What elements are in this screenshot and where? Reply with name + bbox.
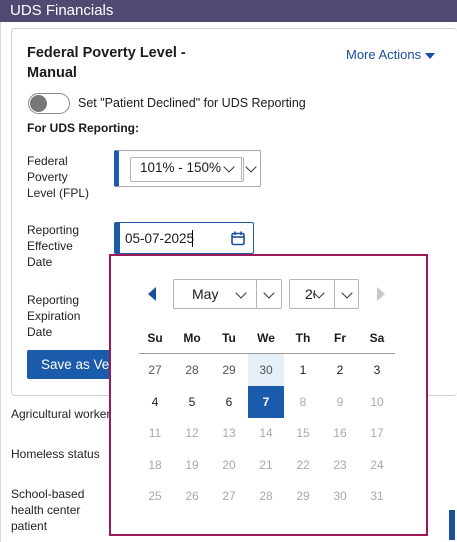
calendar-day: 10	[370, 394, 384, 409]
fpl-label-line: Level (FPL)	[27, 186, 90, 200]
patient-declined-label: Set "Patient Declined" for UDS Reporting	[78, 96, 306, 110]
effective-label-line: Effective	[27, 239, 73, 253]
calendar-day: 21	[259, 457, 273, 472]
calendar-day[interactable]: 28	[185, 363, 199, 377]
fpl-select-inner	[130, 157, 244, 182]
weekday-label: Sa	[369, 331, 385, 345]
effective-label-line: Date	[27, 255, 53, 269]
weekday-divider	[139, 353, 395, 354]
year-value: 2025	[305, 286, 315, 302]
calendar-day: 17	[370, 426, 384, 440]
calendar-day: 18	[148, 457, 162, 472]
expiration-label-line: Reporting	[27, 293, 80, 307]
chevron-down-icon	[341, 287, 353, 299]
calendar-icon[interactable]	[231, 231, 245, 246]
calendar-day: 31	[370, 489, 384, 503]
text-cursor	[192, 230, 193, 247]
calendar-day[interactable]: 4	[151, 394, 159, 409]
calendar-day: 11	[148, 426, 162, 440]
school-label-line: School-based	[11, 487, 85, 501]
school-label-line: health center	[11, 503, 81, 517]
calendar-day[interactable]: 30	[248, 354, 284, 386]
next-month-icon[interactable]	[377, 287, 385, 301]
effective-date-value: 05-07-2025	[125, 231, 195, 246]
calendar-day: 15	[296, 426, 310, 440]
effective-date-input[interactable]: 05-07-2025	[114, 222, 254, 254]
right-edge-accent	[449, 510, 455, 540]
left-divider	[0, 22, 1, 542]
calendar-day[interactable]: 29	[222, 363, 236, 377]
calendar-day[interactable]: 3	[373, 363, 381, 377]
selected-day[interactable]: 7	[248, 385, 284, 418]
calendar-day[interactable]: 6	[225, 394, 233, 409]
year-select-divider	[334, 280, 335, 308]
calendar-day: 29	[296, 489, 310, 503]
chevron-down-icon	[235, 287, 247, 299]
calendar-day: 12	[185, 426, 199, 440]
weekday-label: Tu	[222, 331, 236, 345]
calendar-day: 27	[222, 489, 236, 503]
calendar-day: 14	[259, 426, 273, 440]
section-title: UDS Financials	[10, 2, 114, 19]
weekday-label: We	[257, 331, 275, 345]
patient-declined-toggle[interactable]	[28, 93, 70, 114]
calendar-day: 24	[370, 457, 384, 472]
school-label-line: patient	[11, 519, 48, 533]
chevron-down-icon	[245, 161, 257, 173]
month-select[interactable]: May	[173, 279, 282, 309]
fpl-label-line: Federal	[27, 154, 68, 168]
more-actions-label: More Actions	[346, 47, 422, 62]
agricultural-worker-label: Agricultural worker	[11, 407, 111, 421]
calendar-day: 19	[185, 457, 199, 472]
day-grid: 27 28 29 30 1 2 3 4 5 6 7 8 9 10 11 12 13 14 15 16 17 18 19 20 2…	[137, 354, 397, 524]
calendar-day: 25	[148, 489, 162, 503]
chevron-down-icon	[263, 287, 275, 299]
calendar-day: 8	[299, 394, 307, 409]
toggle-knob	[30, 95, 47, 112]
calendar-day: 16	[333, 426, 347, 440]
calendar-day: 28	[259, 489, 273, 503]
fpl-label-line: Poverty	[27, 170, 68, 184]
weekday-label: Th	[295, 331, 311, 345]
calendar-day[interactable]: 1	[299, 363, 307, 377]
calendar-day[interactable]: 5	[188, 394, 196, 409]
calendar-day: 13	[222, 426, 236, 440]
calendar-day[interactable]: 2	[336, 363, 344, 377]
weekday-label: Su	[147, 331, 163, 345]
calendar-day: 30	[333, 489, 347, 503]
expiration-date-label: Reporting Expiration Date	[27, 292, 80, 340]
effective-date-label: Reporting Effective Date	[27, 222, 79, 270]
more-actions-button[interactable]: More Actions	[346, 47, 436, 62]
weekday-label: Fr	[334, 331, 346, 345]
month-value: May	[192, 286, 219, 302]
fpl-select-divider	[241, 157, 242, 180]
calendar-day: 23	[333, 457, 347, 472]
weekday-label: Mo	[183, 331, 201, 345]
month-select-divider	[256, 280, 257, 308]
calendar-day: 26	[185, 489, 199, 503]
expiration-label-line: Expiration	[27, 309, 81, 323]
chevron-down-icon	[313, 287, 325, 299]
expiration-label-line: Date	[27, 325, 53, 339]
fpl-label: Federal Poverty Level (FPL)	[27, 153, 89, 201]
fpl-select[interactable]: 101% - 150%	[114, 150, 261, 187]
effective-label-line: Reporting	[27, 223, 80, 237]
fpl-select-value: 101% - 150%	[140, 160, 222, 175]
calendar-day[interactable]: 27	[148, 363, 162, 377]
school-based-label: School-based health center patient	[11, 486, 84, 534]
calendar-day: 20	[222, 457, 236, 472]
previous-month-icon[interactable]	[148, 287, 156, 301]
year-select[interactable]: 2025	[289, 279, 359, 309]
calendar-day: 9	[336, 394, 344, 409]
homeless-status-label: Homeless status	[11, 447, 100, 461]
calendar-day: 22	[296, 457, 310, 472]
section-header-bar	[0, 0, 457, 22]
caret-down-icon	[425, 52, 436, 59]
card-title: Federal Poverty Level - Manual	[27, 45, 186, 81]
uds-reporting-heading: For UDS Reporting:	[27, 121, 139, 135]
